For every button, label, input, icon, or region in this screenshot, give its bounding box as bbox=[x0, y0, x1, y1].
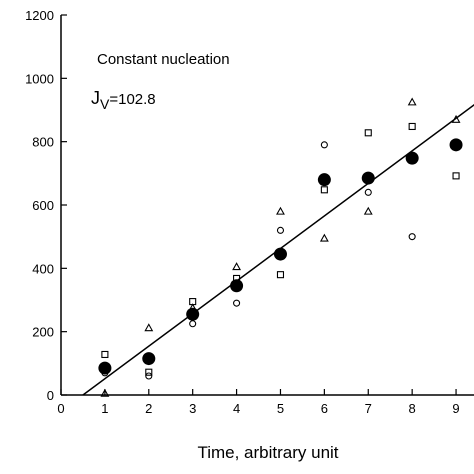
circle-point bbox=[408, 233, 416, 241]
square-point bbox=[233, 274, 241, 283]
y-tick-label: 1000 bbox=[25, 71, 54, 86]
triangle-point bbox=[276, 206, 285, 215]
data-points bbox=[98, 97, 463, 397]
x-tick-label: 7 bbox=[365, 401, 372, 416]
circle-point bbox=[320, 141, 328, 149]
mean-point bbox=[405, 151, 419, 165]
axes: 0 1 2 3 4 5 6 7 8 9 0 200 400 600 800 1000 1200 bbox=[25, 8, 474, 416]
triangle-point bbox=[232, 262, 242, 271]
triangle-point bbox=[319, 233, 329, 242]
square-point bbox=[364, 129, 372, 137]
circle-point bbox=[364, 188, 372, 196]
mean-point bbox=[186, 307, 200, 321]
x-tick-label: 9 bbox=[452, 401, 459, 416]
triangle-point bbox=[144, 323, 154, 332]
triangle-point bbox=[188, 303, 198, 312]
mean-point bbox=[98, 361, 112, 375]
y-tick-label: 800 bbox=[32, 135, 54, 150]
mean-point bbox=[273, 247, 287, 261]
annotation-rate-subscript: V bbox=[100, 96, 110, 112]
y-tick-label: 0 bbox=[47, 388, 54, 403]
triangle-point bbox=[100, 388, 110, 397]
square-point bbox=[408, 122, 416, 131]
circle-point bbox=[452, 141, 460, 149]
x-tick-label: 4 bbox=[233, 401, 240, 416]
x-tick-label: 5 bbox=[277, 401, 284, 416]
circle-point bbox=[101, 369, 109, 377]
square-point bbox=[145, 368, 153, 376]
x-tick-label: 8 bbox=[409, 401, 416, 416]
square-point bbox=[101, 350, 109, 359]
square-point bbox=[320, 186, 328, 194]
x-tick-label: 2 bbox=[145, 401, 152, 416]
square-point bbox=[276, 271, 285, 279]
y-tick-label: 600 bbox=[32, 198, 54, 213]
annotation-rate-symbol: J bbox=[91, 88, 100, 108]
y-tick-label: 400 bbox=[32, 261, 54, 276]
x-tick-label: 3 bbox=[189, 401, 196, 416]
x-tick-label: 6 bbox=[321, 401, 328, 416]
circle-point bbox=[145, 372, 153, 380]
x-axis-label: Time, arbitrary unit bbox=[197, 443, 338, 462]
mean-point bbox=[230, 279, 244, 293]
triangle-point bbox=[363, 206, 373, 215]
square-point bbox=[452, 172, 460, 180]
annotation-rate-value: =102.8 bbox=[109, 91, 155, 108]
circle-point bbox=[233, 299, 241, 307]
annotations: Constant nucleation JV=102.8 bbox=[91, 51, 230, 112]
x-tick-label: 1 bbox=[101, 401, 108, 416]
y-tick-label: 200 bbox=[32, 325, 54, 340]
annotation-title: Constant nucleation bbox=[97, 51, 230, 68]
mean-point bbox=[142, 352, 156, 366]
mean-point bbox=[317, 173, 331, 187]
triangle-point bbox=[451, 114, 461, 123]
circle-point bbox=[276, 226, 285, 234]
circle-point bbox=[189, 320, 197, 328]
mean-point bbox=[449, 138, 463, 152]
x-tick-label: 0 bbox=[57, 401, 64, 416]
annotation-rate: JV=102.8 bbox=[91, 88, 156, 112]
square-point bbox=[189, 298, 197, 306]
mean-point bbox=[361, 171, 375, 185]
triangle-point bbox=[407, 97, 417, 106]
y-tick-label: 1200 bbox=[25, 8, 54, 23]
